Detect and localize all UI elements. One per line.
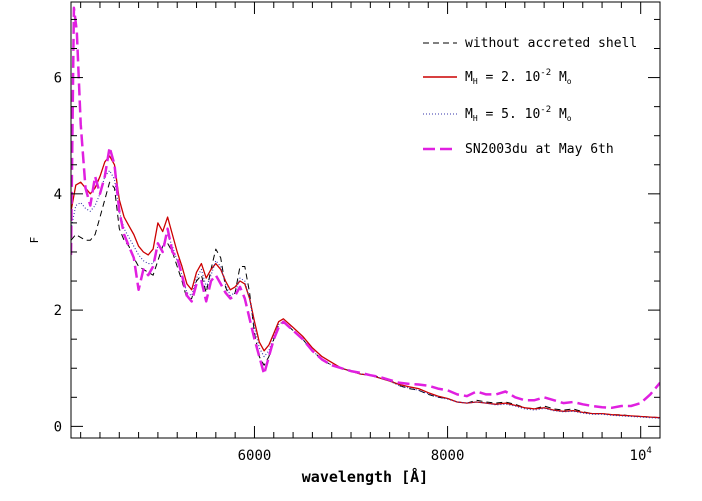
ticks-layer: 6000 8000 104 0 2 4 6 [54, 2, 661, 464]
y-tick-label: 0 [54, 419, 62, 435]
series-line-1 [71, 155, 660, 419]
legend: without accreted shell MH = 2. 10-2 Mo M… [423, 36, 637, 157]
y-tick-label: 2 [54, 303, 62, 319]
x-tick-label: 6000 [238, 448, 272, 464]
legend-label-sn2003du: SN2003du at May 6th [465, 142, 614, 157]
y-tick-label: 6 [54, 71, 62, 87]
x-axis-label: wavelength [Å] [302, 467, 428, 486]
y-axis-label: F [28, 237, 41, 244]
y-tick-label: 4 [54, 187, 62, 203]
legend-label-mh5: MH = 5. 10-2 Mo [465, 105, 572, 123]
series-line-3 [71, 6, 660, 410]
x-tick-label: 8000 [431, 448, 465, 464]
legend-label-mh2: MH = 2. 10-2 Mo [465, 68, 572, 86]
legend-label-without-shell: without accreted shell [465, 36, 637, 51]
x-tick-label: 104 [630, 446, 652, 464]
plot-frame [70, 1, 661, 439]
series-layer [71, 6, 660, 419]
